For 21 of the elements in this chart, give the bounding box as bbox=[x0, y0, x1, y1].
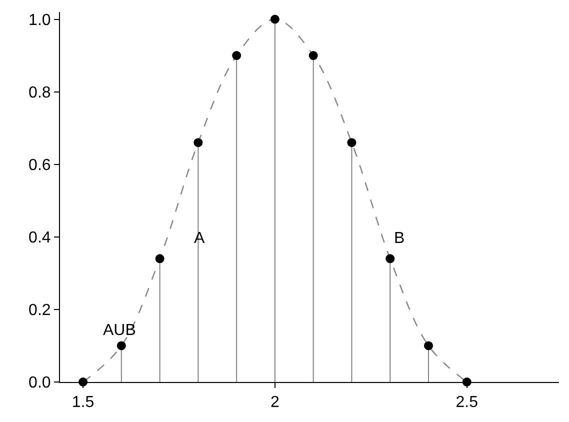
x-tick-label: 1.5 bbox=[72, 394, 94, 412]
y-tick-label: 0.4 bbox=[28, 230, 51, 246]
y-tick-label: 0.6 bbox=[28, 156, 51, 174]
annotation: AUB bbox=[103, 322, 136, 339]
x-tick-label: 2.5 bbox=[456, 394, 478, 412]
y-tick-label: 0.2 bbox=[28, 302, 51, 320]
annotation: B bbox=[394, 230, 405, 247]
annotation: A bbox=[194, 230, 205, 247]
point bbox=[155, 254, 164, 264]
point bbox=[116, 341, 126, 350]
point bbox=[386, 254, 395, 264]
point bbox=[270, 14, 280, 24]
x-tick-label: 2 bbox=[270, 394, 280, 412]
y-tick-label: 0.8 bbox=[28, 84, 51, 102]
y-tick-label: 0.0 bbox=[28, 374, 51, 392]
point bbox=[424, 341, 433, 350]
point bbox=[194, 138, 203, 148]
point bbox=[232, 51, 242, 60]
point bbox=[347, 138, 356, 148]
point bbox=[308, 51, 318, 60]
y-tick-label: 1.0 bbox=[28, 12, 51, 29]
